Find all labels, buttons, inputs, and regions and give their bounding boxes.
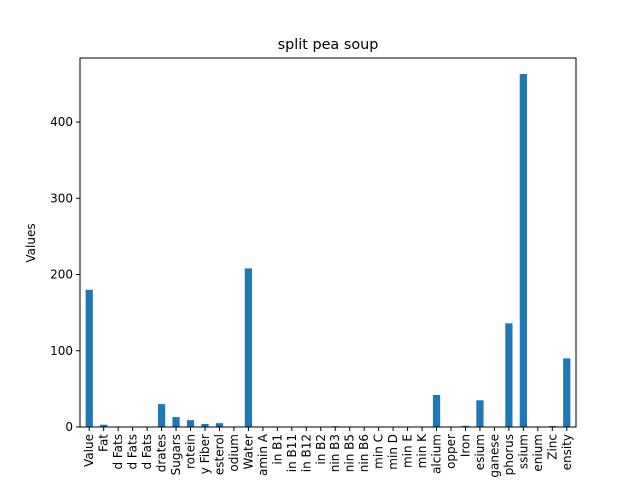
y-tick-label: 100 bbox=[50, 344, 73, 358]
x-tick-label: amin A bbox=[256, 433, 270, 476]
x-tick-label: nin B5 bbox=[343, 434, 357, 472]
x-tick-label: in B2 bbox=[314, 434, 328, 465]
x-ticks-group: Value Fat d Fats d Fats d Fats drates Sugars ro… bbox=[82, 427, 574, 478]
bar bbox=[505, 323, 513, 427]
x-tick-label: ganese bbox=[487, 434, 501, 478]
x-tick-label: in B1 bbox=[270, 434, 284, 465]
bar bbox=[519, 74, 527, 428]
chart-title: split pea soup bbox=[278, 37, 379, 53]
x-tick-label: Iron bbox=[458, 434, 472, 457]
x-tick-label: Fat bbox=[97, 434, 111, 452]
x-tick-label: opper bbox=[444, 434, 458, 469]
x-tick-label: d Fats bbox=[140, 434, 154, 470]
y-tick-label: 400 bbox=[50, 115, 73, 129]
bars-group bbox=[85, 74, 571, 428]
x-tick-label: Sugars bbox=[169, 434, 183, 475]
x-tick-label: ensity bbox=[560, 434, 574, 470]
x-tick-label: esterol bbox=[212, 434, 226, 475]
x-tick-label: nin B6 bbox=[357, 434, 371, 472]
bar bbox=[186, 420, 195, 427]
x-tick-label: Water bbox=[241, 434, 255, 470]
x-tick-label: y Fiber bbox=[198, 434, 212, 474]
x-tick-label: enium bbox=[531, 434, 545, 472]
bar bbox=[172, 417, 180, 427]
bar bbox=[157, 404, 166, 427]
x-tick-label: d Fats bbox=[126, 434, 140, 470]
bar bbox=[461, 425, 470, 427]
x-tick-label: odium bbox=[227, 434, 241, 472]
x-tick-label: min K bbox=[415, 433, 429, 468]
x-tick-label: min E bbox=[401, 434, 415, 468]
x-tick-label: min D bbox=[386, 434, 400, 470]
y-tick-label: 200 bbox=[50, 268, 73, 282]
x-tick-label: ssium bbox=[516, 434, 530, 469]
bar bbox=[215, 423, 224, 427]
bar bbox=[432, 394, 441, 427]
x-tick-label: Zinc bbox=[545, 434, 559, 460]
x-tick-label: alcium bbox=[430, 434, 444, 474]
x-tick-label: rotein bbox=[184, 434, 198, 469]
x-tick-label: nin B3 bbox=[328, 434, 342, 472]
x-tick-label: in B12 bbox=[299, 434, 313, 472]
bar bbox=[85, 289, 93, 427]
plot-frame bbox=[79, 57, 577, 428]
x-tick-label: phorus bbox=[502, 434, 516, 475]
bar bbox=[100, 424, 108, 427]
bar bbox=[563, 358, 571, 427]
y-axis-label: Values bbox=[24, 223, 38, 262]
y-tick-label: 300 bbox=[50, 191, 73, 205]
x-tick-label: Value bbox=[82, 434, 96, 467]
y-ticks-group: 0 100 200 300 400 bbox=[50, 115, 80, 434]
x-tick-label: drates bbox=[155, 434, 169, 472]
y-tick-label: 0 bbox=[65, 420, 73, 434]
bar bbox=[476, 400, 484, 427]
x-tick-label: d Fats bbox=[111, 434, 125, 470]
bar bbox=[244, 268, 253, 427]
x-tick-label: min C bbox=[372, 434, 386, 469]
bar bbox=[201, 423, 209, 427]
x-tick-label: esium bbox=[473, 434, 487, 470]
x-tick-label: in B11 bbox=[285, 434, 299, 472]
